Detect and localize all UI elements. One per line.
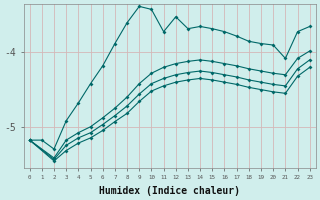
X-axis label: Humidex (Indice chaleur): Humidex (Indice chaleur) <box>99 186 240 196</box>
